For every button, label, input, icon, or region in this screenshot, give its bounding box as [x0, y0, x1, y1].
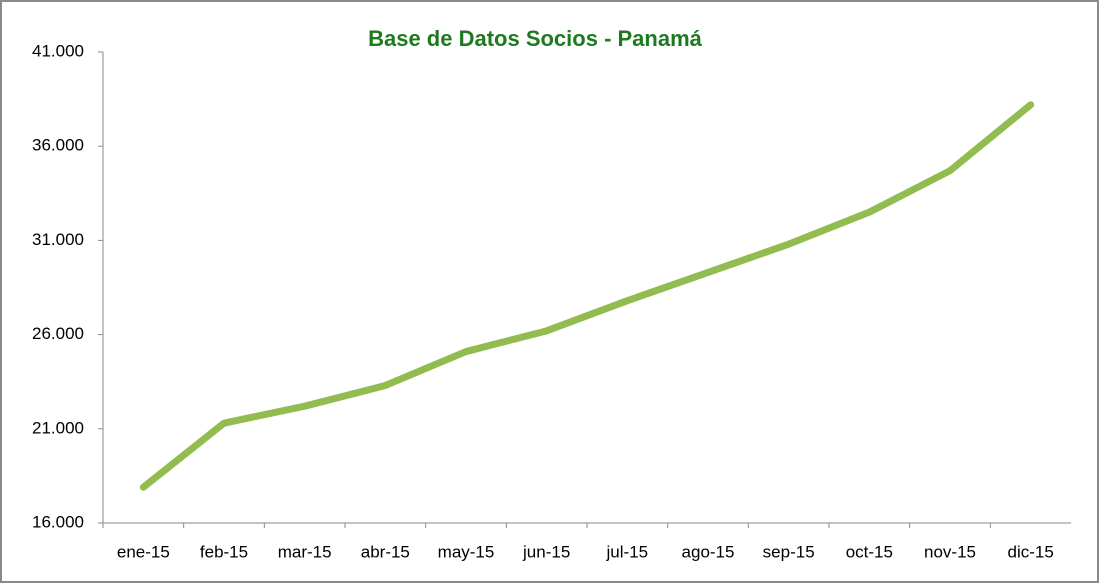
x-tick-label: oct-15 — [846, 542, 893, 561]
x-tick-label: jul-15 — [606, 542, 649, 561]
y-tick-label: 31.000 — [32, 230, 84, 249]
chart-title: Base de Datos Socios - Panamá — [368, 26, 703, 51]
y-tick-label: 21.000 — [32, 418, 84, 437]
y-tick-label: 36.000 — [32, 136, 84, 155]
y-tick-label: 16.000 — [32, 512, 84, 531]
y-tick-label: 26.000 — [32, 324, 84, 343]
x-tick-label: jun-15 — [522, 542, 570, 561]
x-tick-label: may-15 — [438, 542, 495, 561]
x-tick-label: ene-15 — [117, 542, 170, 561]
x-tick-label: dic-15 — [1008, 542, 1054, 561]
x-tick-label: abr-15 — [361, 542, 410, 561]
data-line — [139, 101, 1035, 491]
x-tick-label: ago-15 — [682, 542, 735, 561]
x-tick-label: mar-15 — [278, 542, 332, 561]
x-tick-label: nov-15 — [924, 542, 976, 561]
x-tick-label: sep-15 — [763, 542, 815, 561]
y-tick-label: 41.000 — [32, 41, 84, 60]
x-tick-label: feb-15 — [200, 542, 248, 561]
